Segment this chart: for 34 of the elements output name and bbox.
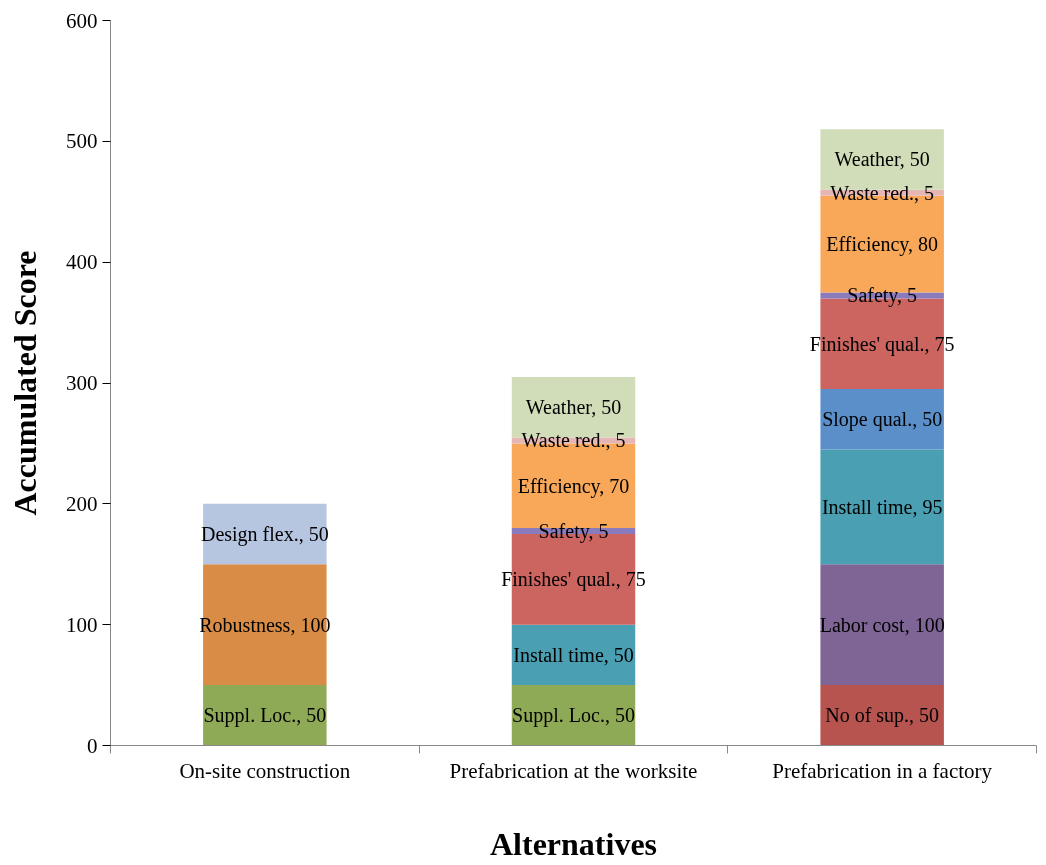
bar bbox=[820, 685, 944, 746]
data-label: Install time, 50 bbox=[513, 643, 634, 666]
bar bbox=[511, 685, 636, 746]
data-label: Suppl. Loc., 50 bbox=[512, 704, 635, 728]
data-label: Waste red., 5 bbox=[521, 429, 626, 452]
bar bbox=[820, 449, 944, 565]
y-tick-label: 300 bbox=[66, 371, 98, 395]
y-tick-label: 0 bbox=[87, 733, 98, 758]
data-label: Slope qual., 50 bbox=[822, 408, 943, 432]
data-label: Design flex., 50 bbox=[200, 523, 329, 547]
x-tick-label: Prefabrication in a factory bbox=[772, 758, 993, 783]
bar bbox=[820, 389, 944, 450]
bar bbox=[203, 503, 327, 565]
y-tick-label: 100 bbox=[66, 612, 98, 637]
x-tick-label: Prefabrication at the worksite bbox=[449, 758, 698, 783]
data-label: Efficiency, 80 bbox=[826, 233, 938, 257]
y-tick-label: 600 bbox=[66, 8, 98, 33]
y-tick-label: 400 bbox=[66, 250, 98, 275]
data-label: Weather, 50 bbox=[525, 396, 622, 419]
data-label: Waste red., 5 bbox=[830, 181, 935, 204]
data-label: Weather, 50 bbox=[834, 148, 930, 171]
bar bbox=[820, 564, 944, 686]
data-label: Install time, 95 bbox=[821, 495, 943, 518]
y-axis-title: Accumulated Score bbox=[7, 250, 43, 516]
data-label: Labor cost, 100 bbox=[819, 613, 945, 636]
data-label: No of sup., 50 bbox=[825, 704, 940, 728]
data-label: Safety, 5 bbox=[847, 284, 918, 308]
x-axis-title: Alternatives bbox=[489, 825, 658, 862]
y-tick-label: 500 bbox=[66, 129, 98, 154]
y-tick-label: 200 bbox=[66, 491, 98, 516]
data-label: Efficiency, 70 bbox=[517, 474, 630, 498]
x-tick-label: On-site construction bbox=[179, 758, 351, 783]
data-label: Suppl. Loc., 50 bbox=[203, 704, 327, 728]
bar bbox=[203, 685, 327, 746]
